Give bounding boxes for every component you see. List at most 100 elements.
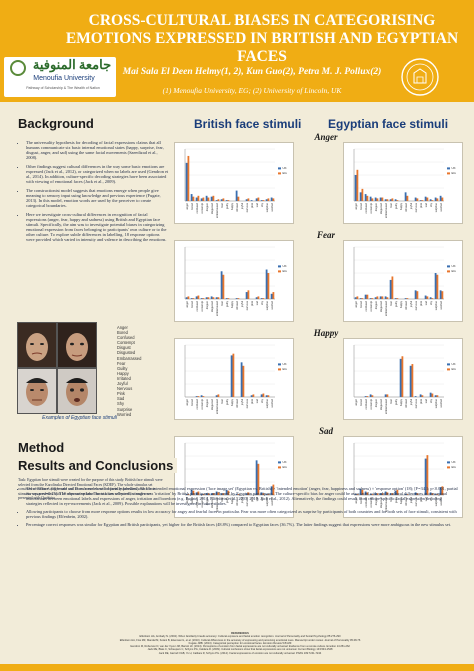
bar [414, 492, 417, 495]
x-tick-label: joyful [240, 301, 244, 308]
bar [414, 396, 417, 397]
x-tick-label: happy [399, 398, 403, 406]
bar [369, 494, 372, 495]
bar [396, 489, 399, 495]
references: REFERENCES Elfenbein HA, Ambady N. (2002… [60, 632, 420, 655]
bar [245, 292, 248, 299]
bar [394, 490, 397, 495]
legend-label: UK [283, 264, 287, 268]
bar [232, 353, 235, 397]
bar [205, 297, 208, 299]
x-tick-label: anger [185, 301, 189, 308]
bar [434, 395, 437, 397]
x-tick-label: joyful [409, 399, 413, 406]
bar [439, 290, 442, 299]
legend-swatch [447, 466, 450, 469]
bar [207, 493, 210, 495]
x-tick-label: embarrassed [215, 300, 219, 316]
bar [364, 491, 367, 495]
background-bullets: The universality hypothesis for decoding… [18, 140, 169, 246]
x-tick-label: sad [255, 202, 259, 207]
x-tick-label: confused [364, 398, 368, 409]
reference-line: Jack RE, Blais C, Scheepers C, Schyns PG… [147, 648, 333, 652]
bar [217, 394, 220, 397]
bar [419, 394, 422, 397]
bar [265, 199, 268, 201]
legend-label: EG [283, 465, 288, 469]
bar [366, 396, 369, 397]
bar [424, 295, 427, 299]
x-tick-label: shy [429, 300, 433, 305]
legend-swatch [447, 461, 450, 464]
legend-label: EG [452, 171, 457, 175]
results-bullet: Allowing participants to choose from mor… [26, 509, 458, 519]
bar [197, 295, 200, 299]
x-tick-label: confused [364, 202, 368, 213]
x-tick-label: irritated [235, 202, 239, 211]
bar [237, 196, 240, 201]
bar [230, 355, 233, 397]
bar [369, 298, 372, 299]
x-tick-label: joyful [240, 203, 244, 210]
legend-label: UK [452, 166, 456, 170]
x-tick-label: anger [185, 203, 189, 210]
bar [436, 395, 439, 397]
x-tick-label: fear [220, 399, 224, 404]
reference-line: Elfenbein HA, Ambady N. (2002). When fam… [139, 635, 341, 639]
bar [212, 493, 215, 495]
legend-swatch [278, 466, 281, 469]
x-tick-label: embarrassed [384, 202, 388, 218]
bar [270, 197, 273, 201]
bar [384, 296, 387, 299]
bar [215, 395, 218, 397]
bar [439, 195, 442, 201]
legend-label: EG [283, 367, 288, 371]
bar [212, 297, 215, 299]
bar [436, 198, 439, 201]
bar [227, 490, 230, 495]
x-tick-label: worried [439, 202, 443, 211]
x-tick-label: disgust [205, 203, 209, 211]
bar [195, 396, 198, 397]
bar [391, 276, 394, 299]
bar [391, 198, 394, 201]
x-tick-label: bored [190, 398, 194, 405]
bar [250, 200, 253, 201]
bar [416, 493, 419, 495]
legend-label: EG [283, 269, 288, 273]
x-tick-label: nervous [245, 496, 249, 506]
response-option: Confused [117, 335, 135, 341]
bar [369, 394, 372, 397]
bar [242, 365, 245, 397]
background-heading: Background [18, 116, 94, 131]
bar [267, 494, 270, 495]
x-tick-label: nervous [245, 398, 249, 408]
bar [431, 493, 434, 495]
x-tick-label: pink [419, 398, 423, 403]
x-tick-label: disgust [205, 301, 209, 309]
x-tick-label: guilty [394, 496, 398, 503]
bar [424, 458, 427, 495]
x-tick-label: irritated [235, 398, 239, 407]
bar [429, 297, 432, 299]
x-tick-label: irritated [404, 398, 408, 407]
bar [187, 155, 190, 201]
bar [394, 199, 397, 201]
bar [202, 197, 205, 201]
bar [255, 460, 258, 495]
bar [225, 200, 228, 201]
bar [371, 494, 374, 495]
bar [237, 298, 240, 299]
x-tick-label: surprise [434, 398, 438, 408]
x-tick-label: joyful [240, 399, 244, 406]
x-tick-label: disgusted [210, 300, 214, 312]
reference-line: Elfenbein HA, Fiss MZ, Mandal M, Kotani … [119, 638, 361, 642]
x-tick-label: worried [439, 300, 443, 309]
legend-swatch [278, 270, 281, 273]
bar [217, 199, 220, 201]
response-option: Disgust [117, 345, 131, 351]
bar [431, 298, 434, 299]
x-tick-label: disgust [205, 497, 209, 505]
emotion-label-fear: Fear [317, 230, 335, 240]
bar [205, 195, 208, 201]
